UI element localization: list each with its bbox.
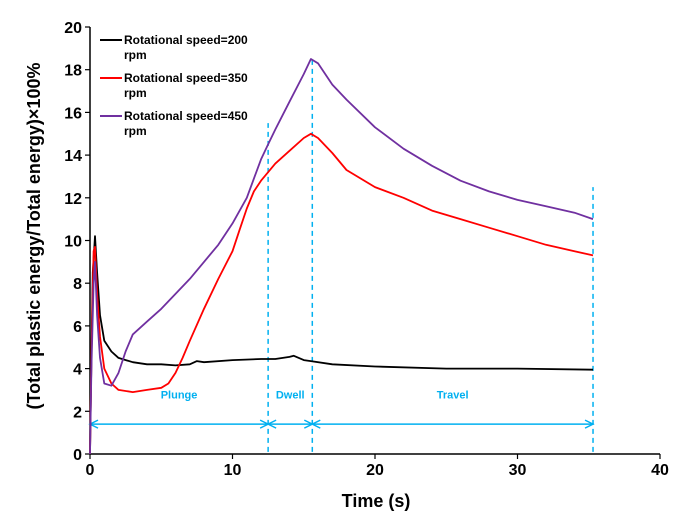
- y-tick-label: 0: [73, 447, 82, 464]
- y-tick-label: 16: [64, 105, 82, 122]
- y-tick-label: 10: [64, 234, 82, 251]
- legend-label: Rotational speed=350 rpm: [124, 71, 248, 100]
- y-tick-label: 20: [64, 20, 82, 37]
- y-tick-label: 4: [73, 362, 82, 379]
- legend-label: Rotational speed=200 rpm: [124, 33, 248, 62]
- series-line-2: [89, 132, 594, 455]
- phase-arrowhead-right: [584, 419, 595, 429]
- legend: Rotational speed=200 rpm Rotational speed=…: [100, 33, 248, 138]
- y-axis-label: (Total plastic energy/Total energy)×100%: [24, 63, 44, 410]
- x-tick-label: 20: [366, 462, 384, 479]
- phase-annotations: Plunge Dwell Travel: [88, 56, 595, 452]
- y-tick-label: 8: [73, 276, 82, 293]
- y-tick-label: 18: [64, 63, 82, 80]
- x-tick-label: 40: [651, 462, 669, 479]
- phase-arrowhead-left: [266, 419, 277, 429]
- x-tick-label: 0: [86, 462, 95, 479]
- series-line-3: [89, 58, 594, 455]
- series-lines: [89, 58, 594, 455]
- phase-label: Dwell: [276, 389, 305, 401]
- x-axis-label: Time (s): [342, 491, 411, 511]
- y-tick-label: 6: [73, 319, 82, 336]
- x-tick-label: 10: [224, 462, 242, 479]
- phase-arrowhead-left: [310, 419, 321, 429]
- x-tick-label: 30: [509, 462, 527, 479]
- y-tick-label: 14: [64, 148, 82, 165]
- y-tick-label: 12: [64, 191, 82, 208]
- phase-label: Travel: [437, 389, 469, 401]
- axes: 0 2 4 6 8 10 12 14 16 18 20 0 10 20 30 40: [64, 20, 669, 479]
- series-line-1: [89, 235, 594, 455]
- phase-label: Plunge: [161, 389, 198, 401]
- legend-label: Rotational speed=450 rpm: [124, 109, 248, 138]
- y-tick-label: 2: [73, 404, 82, 421]
